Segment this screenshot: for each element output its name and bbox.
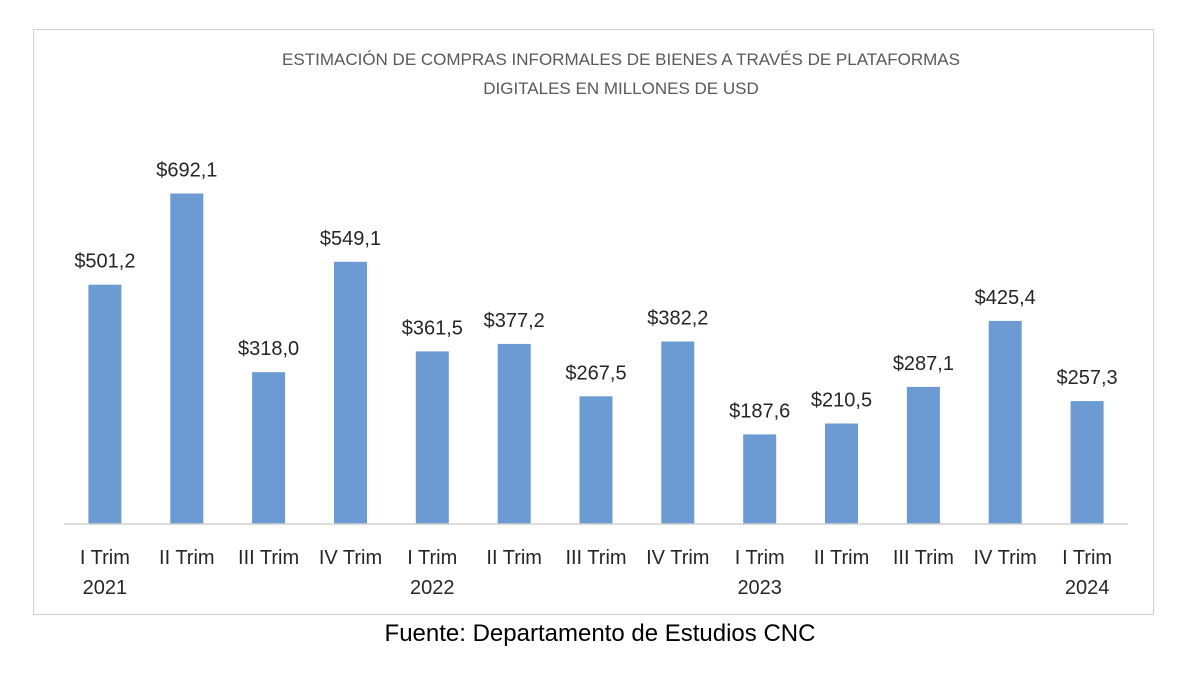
x-tick-label-12: IV Trim (974, 547, 1037, 569)
x-tick-label-13: I Trim (1062, 547, 1112, 569)
x-tick-label-5: I Trim (407, 547, 457, 569)
bar-7 (579, 396, 613, 524)
x-tick-label-13-year: 2024 (1065, 577, 1110, 599)
bar-chart: ESTIMACIÓN DE COMPRAS INFORMALES DE BIEN… (64, 50, 1128, 599)
bar-2 (170, 193, 204, 524)
chart-title-line-1: ESTIMACIÓN DE COMPRAS INFORMALES DE BIEN… (282, 50, 960, 69)
x-tick-label-1: I Trim (80, 547, 130, 569)
source-note: Fuente: Departamento de Estudios CNC (384, 620, 816, 647)
data-label-5: $361,5 (402, 317, 463, 339)
bar-9 (743, 434, 777, 524)
x-tick-label-8: IV Trim (646, 547, 709, 569)
data-label-1: $501,2 (74, 251, 135, 273)
x-tick-label-9-year: 2023 (737, 577, 782, 599)
data-label-9: $187,6 (729, 400, 790, 422)
data-label-6: $377,2 (484, 310, 545, 332)
bar-6 (497, 343, 531, 524)
bar-10 (825, 423, 858, 524)
x-tick-label-2: II Trim (159, 547, 215, 569)
bar-1 (88, 284, 122, 524)
x-tick-label-10: II Trim (814, 547, 870, 569)
data-label-8: $382,2 (647, 308, 708, 330)
x-tick-label-6: II Trim (486, 547, 542, 569)
data-label-11: $287,1 (893, 353, 954, 375)
x-tick-label-5-year: 2022 (410, 577, 455, 599)
bar-11 (906, 386, 940, 524)
x-tick-label-7: III Trim (565, 547, 626, 569)
chart-frame: ESTIMACIÓN DE COMPRAS INFORMALES DE BIEN… (33, 29, 1154, 615)
x-tick-label-3: III Trim (238, 547, 299, 569)
data-label-12: $425,4 (975, 287, 1036, 309)
data-label-3: $318,0 (238, 338, 299, 360)
data-label-7: $267,5 (565, 362, 626, 384)
bar-4 (334, 261, 367, 524)
data-label-4: $549,1 (320, 228, 381, 250)
data-label-13: $257,3 (1057, 367, 1118, 389)
chart-title: ESTIMACIÓN DE COMPRAS INFORMALES DE BIEN… (282, 50, 960, 98)
x-tick-labels-group: I Trim 2021 II Trim III Trim IV Trim I Trim 20… (80, 547, 1112, 599)
data-labels-group: $501,2 $692,1 $318,0 $549,1 $361,5 $377,2 $267… (74, 160, 1117, 423)
x-tick-label-1-year: 2021 (83, 577, 128, 599)
bar-3 (252, 372, 286, 524)
data-label-10: $210,5 (811, 390, 872, 412)
chart-title-line-2: DIGITALES EN MILLONES DE USD (483, 79, 759, 98)
x-tick-label-9: I Trim (735, 547, 785, 569)
x-tick-label-4: IV Trim (319, 547, 382, 569)
bar-5 (415, 351, 449, 524)
bar-12 (988, 320, 1022, 524)
bar-13 (1070, 401, 1104, 524)
data-label-2: $692,1 (156, 160, 217, 182)
bars-group (88, 193, 1104, 524)
x-tick-label-11: III Trim (893, 547, 954, 569)
bar-8 (661, 341, 695, 524)
